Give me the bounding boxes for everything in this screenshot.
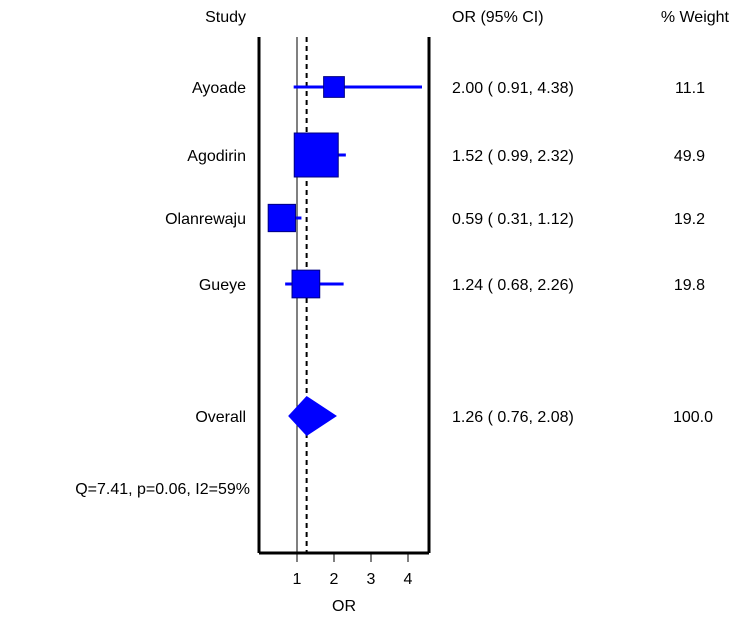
x-tick-label: 4 [404, 571, 413, 588]
x-tick-label: 1 [293, 571, 302, 588]
point-estimate-gueye [291, 269, 321, 299]
weight-agodirin: 49.9 [674, 148, 705, 165]
x-axis-title: OR [332, 598, 356, 615]
point-estimate-ayoade [323, 76, 345, 98]
overall-label: Overall [195, 409, 246, 426]
weight-olanrewaju: 19.2 [674, 211, 705, 228]
study-name-gueye: Gueye [199, 277, 246, 294]
weight-ayoade: 11.1 [675, 80, 705, 97]
or-ci-column-header: OR (95% CI) [452, 9, 544, 26]
point-estimate-olanrewaju [267, 203, 296, 233]
study-name-agodirin: Agodirin [187, 148, 246, 165]
heterogeneity-stats: Q=7.41, p=0.06, I2=59% [75, 481, 250, 498]
pooled-diamond [288, 396, 337, 436]
x-tick-label: 2 [330, 571, 339, 588]
or-ci-ayoade: 2.00 ( 0.91, 4.38) [452, 80, 574, 97]
study-name-olanrewaju: Olanrewaju [165, 211, 246, 228]
x-tick-label: 3 [367, 571, 376, 588]
study-column-header: Study [205, 9, 246, 26]
weight-column-header: % Weight [661, 9, 730, 26]
or-ci-agodirin: 1.52 ( 0.99, 2.32) [452, 148, 574, 165]
point-estimate-agodirin [293, 132, 339, 178]
or-ci-olanrewaju: 0.59 ( 0.31, 1.12) [452, 211, 574, 228]
or-ci-gueye: 1.24 ( 0.68, 2.26) [452, 277, 574, 294]
weight-gueye: 19.8 [674, 277, 705, 294]
study-name-ayoade: Ayoade [192, 80, 246, 97]
or-ci-overall: 1.26 ( 0.76, 2.08) [452, 409, 574, 426]
weight-overall: 100.0 [673, 409, 713, 426]
